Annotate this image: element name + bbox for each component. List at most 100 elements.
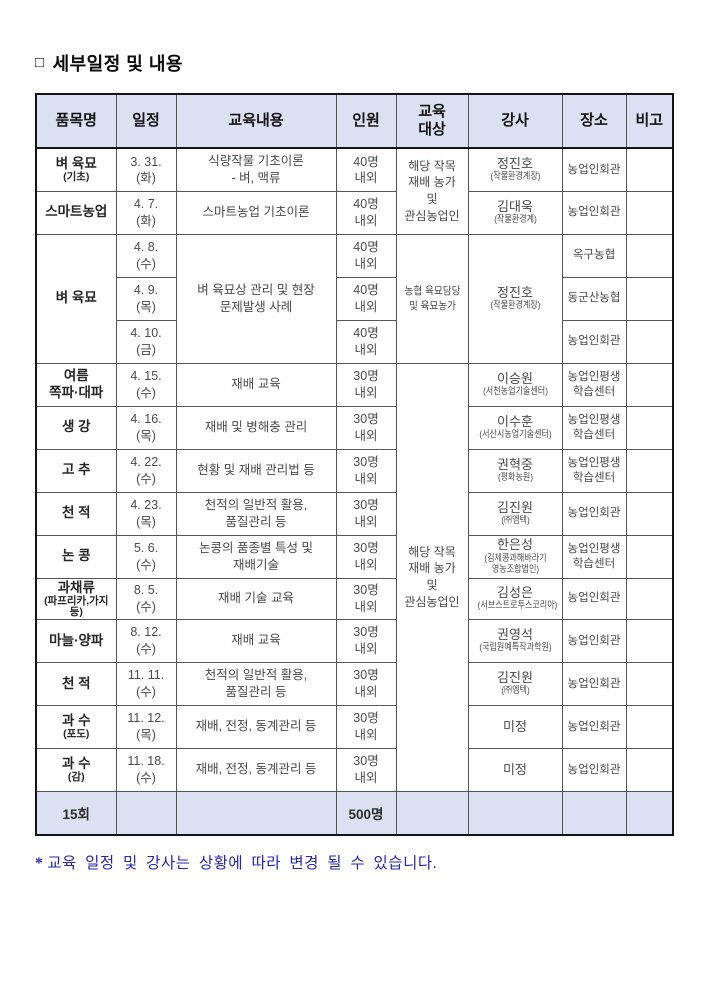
cell-item: 천 적 [35,661,117,706]
target-text: 해당 작목 재배 농가 및 관심농업인 [404,158,460,224]
col-header-item: 품목명 [35,93,117,149]
cell-date: 4. 7. (화) [115,190,177,235]
cell-target: 해당 작목 재배 농가 및 관심농업인 [395,362,469,792]
table-row: 마늘·양파 8. 12. (수) 재배 교육 30명 내외 권영석 (국립원예특… [35,618,674,663]
cell-place: 농업인회관 [561,704,627,749]
cell-date: 11. 12. (목) [115,704,177,749]
cell-instructor: 정진호 (작물환경계장) [467,147,563,192]
cell-instructor: 미정 [467,704,563,749]
cell-target: 해당 작목 재배 농가 및 관심농업인 [395,147,469,235]
cell-instructor: 이승원 (서천농업기술센터) [467,362,563,407]
instructor-org: (서산시농업기술센터) [478,429,552,441]
cell-date: 5. 6. (수) [115,534,177,579]
cell-date: 3. 31. (화) [115,147,177,192]
item-name: 생 강 [61,419,91,435]
cell-note [625,405,674,450]
cell-content: 천적의 일반적 활용, 품질관리 등 [175,661,337,706]
instructor-name: 정진호 [497,284,533,300]
cell-empty [115,790,177,836]
cell-summary-sessions: 15회 [35,790,117,836]
instructor-org: (작물환경계장) [490,300,540,312]
cell-content: 천적의 일반적 활용, 품질관리 등 [175,491,337,536]
cell-item: 논 콩 [35,534,117,579]
col-header-capacity: 인원 [335,93,397,149]
cell-capacity: 30명 내외 [335,577,397,620]
item-name: 스마트농업 [45,204,108,220]
cell-instructor: 미정 [467,747,563,792]
instructor-org: (㈜엠텍) [500,515,530,527]
table-row: 논 콩 5. 6. (수) 논콩의 품종별 특성 및 재배기술 30명 내외 한… [35,534,674,579]
cell-date: 11. 18. (수) [115,747,177,792]
table-row: 천 적 11. 11. (수) 천적의 일반적 활용, 품질관리 등 30명 내… [35,661,674,706]
cell-note [625,147,674,192]
instructor-name: 김성은 [497,585,533,601]
cell-instructor: 권영석 (국립원예특작과학원) [467,618,563,663]
cell-place: 농업인평생 학습센터 [561,534,627,579]
col-header-note: 비고 [625,93,674,149]
cell-capacity: 30명 내외 [335,491,397,536]
target-text: 농협 육묘담당 및 육묘농가 [403,285,461,312]
cell-note [625,704,674,749]
target-text: 해당 작목 재배 농가 및 관심농업인 [404,544,460,609]
cell-item: 과 수 (포도) [35,704,117,749]
cell-content: 재배, 전정, 동계관리 등 [175,704,337,749]
cell-item: 스마트농업 [35,190,117,235]
cell-date: 8. 5. (수) [115,577,177,620]
cell-capacity: 40명 내외 [335,147,397,192]
cell-place: 농업인회관 [561,618,627,663]
item-name: 벼 육묘 [55,290,97,306]
cell-instructor: 김성은 (서브스트로투스코리아) [467,577,563,620]
cell-place: 농업인평생 학습센터 [561,405,627,450]
footnote: * 교육 일정 및 강사는 상황에 따라 변경 될 수 있습니다. [35,851,437,873]
cell-capacity: 40명 내외 [335,190,397,235]
instructor-org: (평화농원) [497,472,533,484]
cell-note [625,577,674,620]
cell-capacity: 30명 내외 [335,405,397,450]
cell-instructor: 김진원 (㈜엠텍) [467,661,563,706]
instructor-org: (국립원예특작과학원) [478,642,552,654]
cell-item: 고 추 [35,448,117,493]
cell-content: 재배 기술 교육 [175,577,337,620]
cell-date: 4. 23. (목) [115,491,177,536]
cell-date: 4. 15. (수) [115,362,177,407]
cell-capacity: 30명 내외 [335,661,397,706]
cell-place: 농업인회관 [561,319,627,364]
cell-item: 과채류 (파프리카,가지 등) [35,577,117,620]
table-row: 고 추 4. 22. (수) 현황 및 재배 관리법 등 30명 내외 권혁중 … [35,448,674,493]
cell-content: 스마트농업 기초이론 [175,190,337,235]
instructor-name: 권영석 [497,627,533,643]
cell-place: 동군산농협 [561,276,627,321]
cell-note [625,491,674,536]
cell-capacity: 40명 내외 [335,276,397,321]
item-name: 마늘·양파 [49,632,104,648]
item-name: 과 수 [61,756,91,772]
cell-instructor: 김진원 (㈜엠텍) [467,491,563,536]
cell-capacity: 30명 내외 [335,747,397,792]
cell-content: 현황 및 재배 관리법 등 [175,448,337,493]
cell-place: 농업인평생 학습센터 [561,362,627,407]
table-row: 과채류 (파프리카,가지 등) 8. 5. (수) 재배 기술 교육 30명 내… [35,577,674,620]
cell-content: 논콩의 품종별 특성 및 재배기술 [175,534,337,579]
instructor-name: 정진호 [497,156,533,172]
cell-content: 재배 교육 [175,362,337,407]
cell-capacity: 30명 내외 [335,618,397,663]
cell-place: 농업인회관 [561,491,627,536]
cell-date: 8. 12. (수) [115,618,177,663]
cell-date: 11. 11. (수) [115,661,177,706]
cell-place: 농업인회관 [561,147,627,192]
col-header-place: 장소 [561,93,627,149]
cell-date: 4. 10. (금) [115,319,177,364]
instructor-org: (㈜엠텍) [500,685,530,697]
table-row: 4. 9. (목) 40명 내외 동군산농협 [36,276,674,321]
item-sub: (감) [67,771,85,784]
item-name: 과채류 [57,579,95,595]
asterisk-marker: * [35,855,44,872]
cell-note [625,276,674,321]
cell-note [625,661,674,706]
cell-item: 천 적 [35,491,117,536]
cell-capacity: 40명 내외 [335,319,397,364]
instructor-name: 김진원 [497,670,533,686]
instructor-name: 김진원 [497,499,533,515]
cell-note [625,190,674,235]
